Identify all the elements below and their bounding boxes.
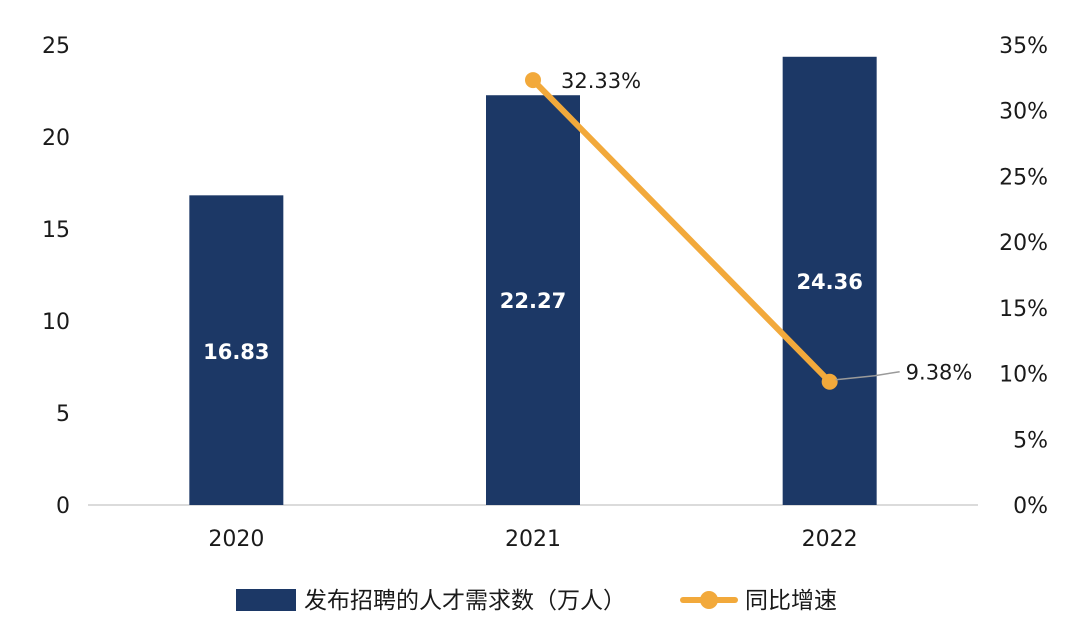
x-axis-ticks: 2020 2021 2022 <box>208 527 857 552</box>
growth-value-label: 9.38% <box>906 361 973 385</box>
bar-value-label: 24.36 <box>796 270 862 294</box>
right-tick-label: 15% <box>999 297 1048 322</box>
growth-line <box>530 77 833 385</box>
legend-line-marker <box>700 591 718 609</box>
left-tick-label: 25 <box>42 34 70 59</box>
x-tick-label: 2022 <box>802 527 858 552</box>
left-axis-ticks: 0 5 10 15 20 25 <box>42 34 70 519</box>
legend-line-label: 同比增速 <box>745 588 837 614</box>
line-series: 32.33% 9.38% <box>525 69 972 390</box>
right-axis-ticks: 0% 5% 10% 15% 20% 25% 30% 35% <box>999 34 1048 519</box>
left-tick-label: 0 <box>56 494 70 519</box>
x-tick-label: 2020 <box>208 527 264 552</box>
left-tick-label: 20 <box>42 126 70 151</box>
bar-value-label: 22.27 <box>500 289 566 313</box>
bar-series: 16.83 22.27 24.36 <box>189 56 877 506</box>
right-tick-label: 25% <box>999 165 1048 190</box>
bar-2022 <box>782 56 877 505</box>
x-tick-label: 2021 <box>505 527 561 552</box>
legend-bar-swatch <box>236 589 296 611</box>
right-tick-label: 0% <box>1013 494 1048 519</box>
right-tick-label: 5% <box>1013 428 1048 453</box>
growth-value-label: 32.33% <box>561 69 641 93</box>
bar-value-label: 16.83 <box>203 340 269 364</box>
bar-2021 <box>486 95 580 506</box>
legend-bar-label: 发布招聘的人才需求数（万人） <box>304 588 626 614</box>
growth-point <box>821 373 838 390</box>
bar-2020 <box>189 195 284 505</box>
growth-leader-line <box>835 370 900 381</box>
left-tick-label: 5 <box>56 402 70 427</box>
left-tick-label: 15 <box>42 218 70 243</box>
right-tick-label: 35% <box>999 34 1048 59</box>
growth-point <box>525 72 541 89</box>
legend: 发布招聘的人才需求数（万人） 同比增速 <box>236 588 837 614</box>
right-tick-label: 30% <box>999 100 1048 125</box>
left-tick-label: 10 <box>42 310 70 335</box>
right-tick-label: 10% <box>999 363 1048 388</box>
right-tick-label: 20% <box>999 231 1048 256</box>
